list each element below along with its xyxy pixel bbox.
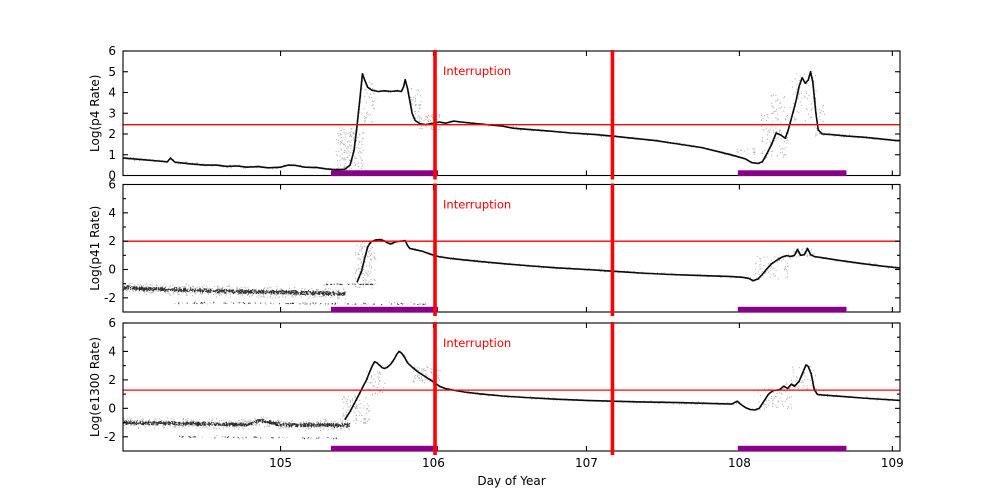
y-tick-label: 3 [108, 106, 116, 120]
scatter-cloud [366, 371, 386, 396]
trace-series [356, 238, 900, 283]
scatter-cloud [758, 387, 793, 411]
y-tick-label: 6 [108, 44, 116, 58]
y-tick-label: 4 [108, 86, 116, 100]
y-axis-label: Log(e1300 Rate) [88, 337, 102, 437]
coverage-bar [331, 170, 439, 177]
y-tick-label: 4 [108, 206, 116, 220]
noise-band-halo [182, 434, 332, 440]
interruption-label: Interruption [443, 64, 511, 78]
panel-3: -2 0 2 4 6 Interruption Log(e1300 Rate) [88, 316, 901, 455]
interruption-label: Interruption [443, 198, 511, 212]
scatter-cloud [363, 81, 377, 123]
x-tick-label: 107 [575, 456, 598, 470]
y-axis-label: Log(p4 Rate) [88, 75, 102, 152]
noise-band-halo [123, 416, 351, 431]
y-tick-label: 0 [108, 263, 116, 277]
scatter-cloud [755, 255, 789, 280]
panel-spines [122, 322, 901, 452]
noise-band-core [178, 301, 426, 306]
noise-band-core [326, 283, 373, 286]
y-tick-label: 0 [108, 169, 116, 183]
noise-band-core [179, 435, 337, 440]
trace-fuzz [356, 238, 900, 284]
trace-series [123, 71, 900, 171]
coverage-bar [331, 306, 439, 313]
noise-band-core [123, 418, 351, 428]
y-tick-label: 6 [108, 178, 116, 192]
scatter-cloud [770, 94, 786, 113]
trace-series [344, 350, 900, 421]
y-tick-label: 1 [108, 148, 116, 162]
y-tick-label: -2 [104, 430, 116, 444]
y-tick-label: -2 [104, 291, 116, 305]
x-axis-label: Day of Year [477, 474, 545, 488]
y-tick-label: 2 [108, 234, 116, 248]
panel-2: -2 0 2 4 6 Interruption Log(p41 Rate) [88, 178, 901, 316]
noise-band-core [123, 285, 346, 297]
scatter-cloud [409, 87, 422, 119]
interruption-label: Interruption [443, 336, 511, 350]
y-tick-label: 2 [108, 373, 116, 387]
x-tick-label: 108 [728, 456, 751, 470]
y-tick-label: 2 [108, 127, 116, 141]
coverage-bar [737, 170, 847, 177]
x-tick-label: 106 [422, 456, 445, 470]
coverage-bar [737, 306, 847, 313]
noise-band-halo [123, 282, 346, 300]
y-tick-label: 0 [108, 401, 116, 415]
y-tick-label: 5 [108, 65, 116, 79]
panel-spines [122, 183, 901, 313]
y-axis-label: Log(p41 Rate) [88, 206, 102, 291]
scatter-cloud [736, 148, 756, 156]
panel-1: 0 1 2 3 4 5 6 Interruption Log(p4 Rate) [88, 44, 901, 183]
noise-band-halo [323, 283, 374, 286]
x-tick-label: 105 [269, 456, 292, 470]
coverage-bar [737, 445, 847, 452]
scatter-cloud [354, 242, 377, 289]
y-tick-label: 4 [108, 344, 116, 358]
y-tick-label: 6 [108, 316, 116, 330]
coverage-bar [331, 445, 439, 452]
trace-fuzz [345, 350, 900, 420]
x-tick-label: 109 [881, 456, 904, 470]
trace-fuzz [123, 70, 900, 172]
noise-band-halo [174, 300, 424, 306]
